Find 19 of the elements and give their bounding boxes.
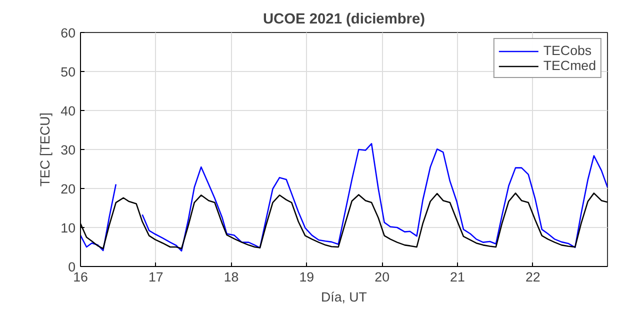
y-tick-label: 50	[60, 64, 76, 80]
y-tick-label: 60	[60, 26, 76, 40]
y-tick-label: 30	[60, 142, 76, 158]
y-tick-label: 40	[60, 104, 76, 118]
y-tick-label: 20	[60, 182, 76, 196]
x-tick-label: 17	[148, 270, 164, 284]
x-axis-title: Día, UT	[321, 290, 367, 304]
x-tick-label: 16	[73, 270, 88, 284]
y-tick-label: 0	[68, 260, 76, 274]
x-tick-label: 19	[299, 270, 314, 284]
legend-label: TECmed	[543, 58, 596, 73]
x-tick-label: 20	[374, 270, 390, 284]
x-tick-label: 18	[224, 270, 239, 284]
legend-label: TECobs	[543, 43, 592, 58]
y-tick-label: 10	[60, 220, 76, 236]
x-tick-label: 21	[450, 270, 465, 284]
chart-title: UCOE 2021 (diciembre)	[262, 12, 426, 28]
y-axis-title: TEC [TECU]	[38, 112, 53, 187]
x-tick-label: 22	[525, 270, 540, 284]
